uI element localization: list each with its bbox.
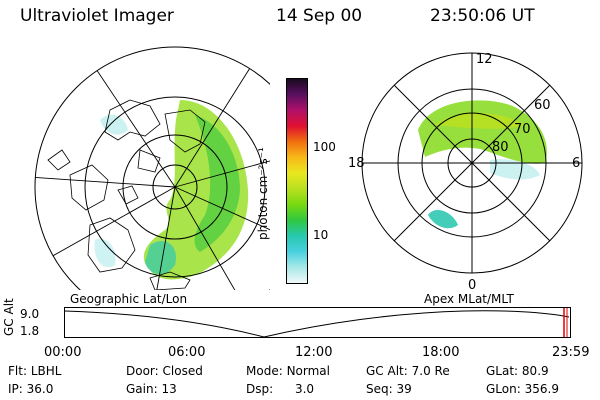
status-flt: Flt: LBHL	[8, 364, 62, 378]
colorbar-unit-label: photon cm⁻²s⁻¹	[256, 147, 270, 240]
mlt-12: 12	[476, 52, 493, 67]
time-tick-0600: 06:00	[168, 345, 206, 360]
status-dsp: Dsp: 3.0	[246, 382, 315, 396]
coastlines	[47, 99, 206, 290]
lat-grid	[84, 96, 266, 278]
altitude-curve	[64, 310, 570, 338]
status-glon: GLon: 356.9	[486, 382, 559, 396]
status-gain: Gain: 13	[126, 382, 177, 396]
status-gc-alt: GC Alt: 7.0 Re	[366, 364, 450, 378]
status-ip: IP: 36.0	[8, 382, 54, 396]
status-mode: Mode: Normal	[246, 364, 330, 378]
mlt-6: 6	[572, 156, 580, 171]
mlat-60: 60	[534, 98, 551, 113]
mlt-18: 18	[348, 156, 365, 171]
status-seq: Seq: 39	[366, 382, 412, 396]
geographic-map	[34, 46, 270, 290]
status-glat: GLat: 80.9	[486, 364, 549, 378]
time-tick-0000: 00:00	[44, 345, 82, 360]
geographic-label: Geographic Lat/Lon	[70, 292, 188, 306]
mlt-grid	[362, 53, 582, 273]
gc-alt-tick-1-8: 1.8	[20, 324, 40, 338]
time-tick-1800: 18:00	[422, 345, 460, 360]
mlat-80: 80	[492, 140, 509, 155]
mlt-0: 0	[468, 278, 476, 290]
mlat-mlt-polar-plot: 12 6 0 18 60 70 80	[348, 52, 583, 290]
status-door: Door: Closed	[126, 364, 203, 378]
time-tick-2359: 23:59	[552, 345, 590, 360]
mlat-70: 70	[514, 122, 531, 137]
orbit-timeline	[64, 307, 571, 338]
colorbar	[286, 78, 308, 284]
date-label: 14 Sep 00	[276, 6, 363, 26]
aurora-oval-mlt	[418, 100, 547, 164]
apex-label: Apex MLat/MLT	[424, 292, 514, 306]
time-label: 23:50:06 UT	[430, 6, 535, 26]
gc-alt-axis-label: GC Alt	[2, 298, 16, 336]
colorbar-tick-10: 10	[313, 228, 329, 242]
colorbar-tick-100: 100	[313, 140, 336, 154]
time-tick-1200: 12:00	[295, 345, 333, 360]
instrument-title: Ultraviolet Imager	[20, 6, 174, 26]
gc-alt-tick-9: 9.0	[20, 307, 40, 321]
